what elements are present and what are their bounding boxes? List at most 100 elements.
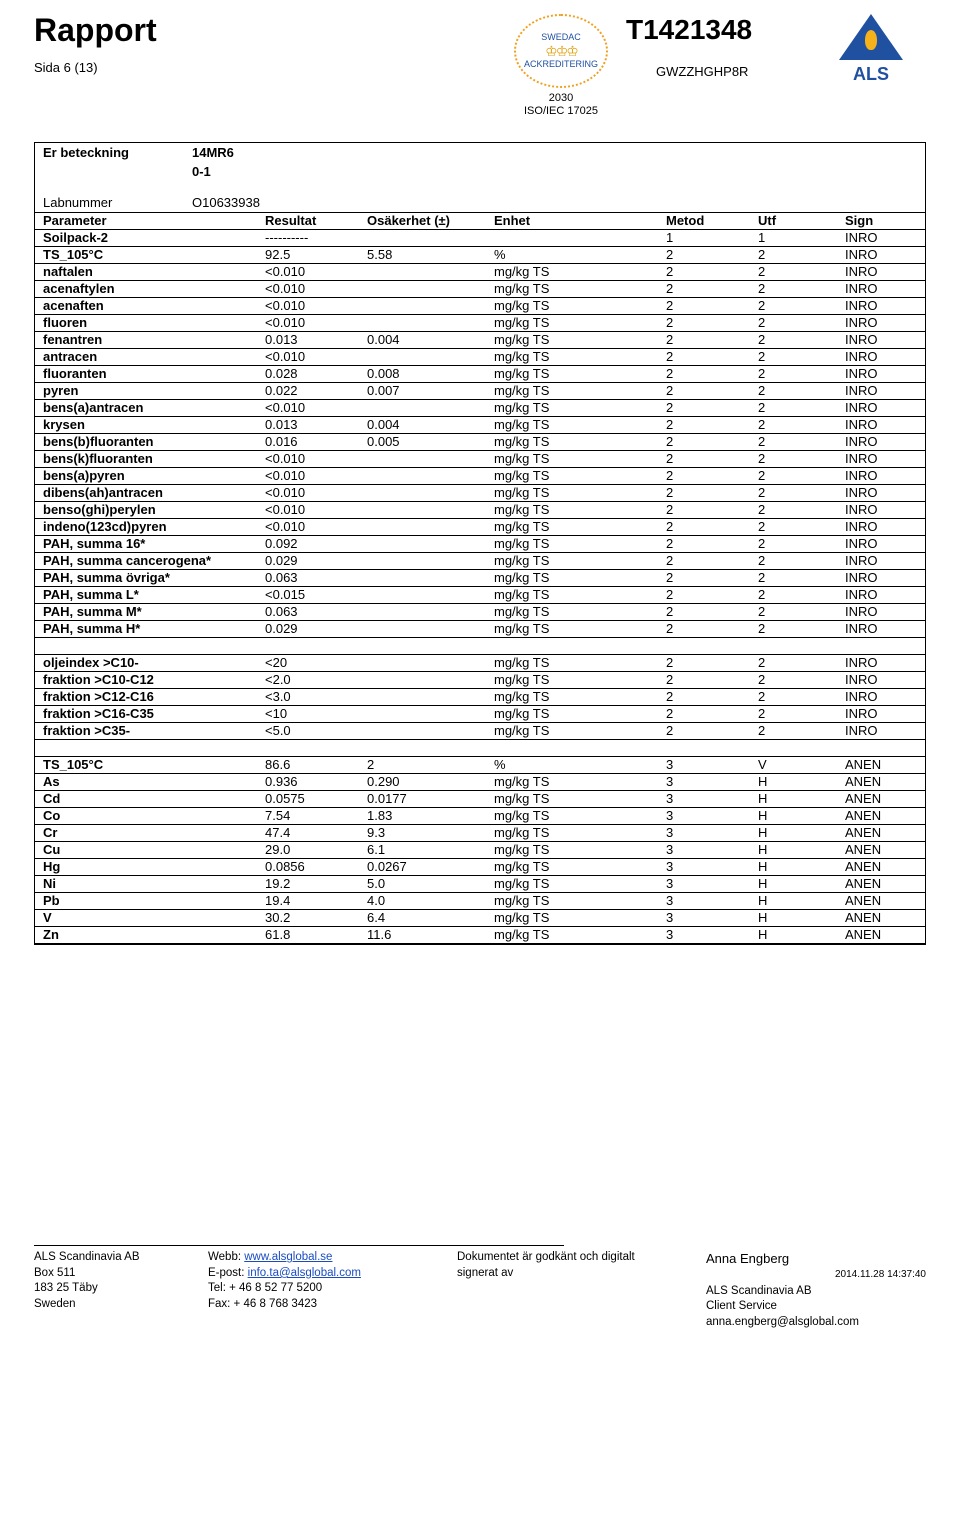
table-row: antracen<0.010mg/kg TS22INRO bbox=[35, 349, 925, 366]
table-row: oljeindex >C10-<20mg/kg TS22INRO bbox=[35, 655, 925, 672]
cell-sign: INRO bbox=[839, 298, 925, 315]
cell-parameter: TS_105°C bbox=[35, 757, 259, 774]
cell-utf: 2 bbox=[752, 689, 839, 706]
cell-unit: mg/kg TS bbox=[488, 536, 660, 553]
col-unit: Enhet bbox=[488, 213, 660, 230]
cell-unit: mg/kg TS bbox=[488, 451, 660, 468]
cell-sign: INRO bbox=[839, 349, 925, 366]
cell-parameter: Co bbox=[35, 808, 259, 825]
cell-result: <0.010 bbox=[259, 315, 361, 332]
cell-result: <0.010 bbox=[259, 468, 361, 485]
cell-result: <0.010 bbox=[259, 502, 361, 519]
table-row bbox=[35, 638, 925, 655]
cell-utf: 2 bbox=[752, 502, 839, 519]
cell-utf: 2 bbox=[752, 604, 839, 621]
cell-unit: mg/kg TS bbox=[488, 893, 660, 910]
cell-parameter: krysen bbox=[35, 417, 259, 434]
cell-utf: H bbox=[752, 791, 839, 808]
cell-parameter: fenantren bbox=[35, 332, 259, 349]
cell-result: <3.0 bbox=[259, 689, 361, 706]
cell-uncertainty bbox=[361, 281, 488, 298]
cell-sign: INRO bbox=[839, 332, 925, 349]
cell-sign: INRO bbox=[839, 281, 925, 298]
cell-sign: INRO bbox=[839, 434, 925, 451]
table-row: Co7.541.83mg/kg TS3HANEN bbox=[35, 808, 925, 825]
cell-method: 2 bbox=[660, 468, 752, 485]
cell-uncertainty bbox=[361, 315, 488, 332]
cell-unit: mg/kg TS bbox=[488, 366, 660, 383]
table-row: fraktion >C16-C35<10mg/kg TS22INRO bbox=[35, 706, 925, 723]
cell-unit: mg/kg TS bbox=[488, 417, 660, 434]
cell-sign: ANEN bbox=[839, 893, 925, 910]
cell-result: 30.2 bbox=[259, 910, 361, 927]
table-row: acenaftylen<0.010mg/kg TS22INRO bbox=[35, 281, 925, 298]
cell-parameter: Cu bbox=[35, 842, 259, 859]
table-row: Ni19.25.0mg/kg TS3HANEN bbox=[35, 876, 925, 893]
cell-sign: ANEN bbox=[839, 825, 925, 842]
report-number: T1421348 bbox=[626, 14, 816, 46]
als-logo: ALS bbox=[816, 14, 926, 99]
footer-contact: Webb: www.alsglobal.se E-post: info.ta@a… bbox=[208, 1250, 457, 1330]
cell-parameter: PAH, summa 16* bbox=[35, 536, 259, 553]
cell-uncertainty bbox=[361, 689, 488, 706]
cell-parameter: indeno(123cd)pyren bbox=[35, 519, 259, 536]
cell-sign: INRO bbox=[839, 655, 925, 672]
table-row: bens(b)fluoranten0.0160.005mg/kg TS22INR… bbox=[35, 434, 925, 451]
cell-sign: INRO bbox=[839, 587, 925, 604]
cell-result: 0.013 bbox=[259, 417, 361, 434]
cell-utf: 2 bbox=[752, 655, 839, 672]
cell-parameter: antracen bbox=[35, 349, 259, 366]
report-title: Rapport bbox=[34, 14, 496, 48]
cell-result: 61.8 bbox=[259, 927, 361, 944]
cell-parameter: Zn bbox=[35, 927, 259, 944]
cell-method: 3 bbox=[660, 808, 752, 825]
footer-address-line: Box 511 bbox=[34, 1266, 184, 1282]
table-row bbox=[35, 740, 925, 757]
footer-doc-line: signerat av bbox=[457, 1266, 682, 1282]
cell-parameter: bens(b)fluoranten bbox=[35, 434, 259, 451]
customer-ref-label: Er beteckning bbox=[35, 143, 184, 162]
customer-ref-value-1: 14MR6 bbox=[192, 145, 234, 160]
cell-utf: 2 bbox=[752, 400, 839, 417]
cell-parameter: Pb bbox=[35, 893, 259, 910]
cell-result: 92.5 bbox=[259, 247, 361, 264]
cell-sign: INRO bbox=[839, 519, 925, 536]
cell-uncertainty: 0.004 bbox=[361, 417, 488, 434]
cell-unit bbox=[488, 230, 660, 247]
cell-sign: INRO bbox=[839, 672, 925, 689]
cell-unit: mg/kg TS bbox=[488, 723, 660, 740]
cell-uncertainty bbox=[361, 502, 488, 519]
cell-uncertainty: 4.0 bbox=[361, 893, 488, 910]
table-row: bens(a)antracen<0.010mg/kg TS22INRO bbox=[35, 400, 925, 417]
cell-uncertainty: 0.008 bbox=[361, 366, 488, 383]
cell-uncertainty bbox=[361, 655, 488, 672]
labnumber-value: O10633938 bbox=[184, 193, 925, 212]
cell-uncertainty bbox=[361, 485, 488, 502]
col-utf: Utf bbox=[752, 213, 839, 230]
footer-mail-link[interactable]: info.ta@alsglobal.com bbox=[248, 1267, 361, 1279]
cell-result: <0.010 bbox=[259, 264, 361, 281]
cell-sign: INRO bbox=[839, 383, 925, 400]
table-row: bens(k)fluoranten<0.010mg/kg TS22INRO bbox=[35, 451, 925, 468]
cell-parameter: Cd bbox=[35, 791, 259, 808]
cell-uncertainty bbox=[361, 264, 488, 281]
table-row: Zn61.811.6mg/kg TS3HANEN bbox=[35, 927, 925, 944]
cell-result: <0.010 bbox=[259, 485, 361, 502]
cell-method: 2 bbox=[660, 400, 752, 417]
cell-result: 0.028 bbox=[259, 366, 361, 383]
footer-address-line: 183 25 Täby bbox=[34, 1281, 184, 1297]
cell-sign: INRO bbox=[839, 366, 925, 383]
cell-method: 3 bbox=[660, 910, 752, 927]
als-label: ALS bbox=[853, 64, 889, 85]
cell-uncertainty bbox=[361, 451, 488, 468]
col-result: Resultat bbox=[259, 213, 361, 230]
cell-method: 2 bbox=[660, 247, 752, 264]
cell-sign: ANEN bbox=[839, 859, 925, 876]
cell-uncertainty bbox=[361, 587, 488, 604]
col-parameter: Parameter bbox=[35, 213, 259, 230]
report-header: Rapport Sida 6 (13) SWEDAC ♔♔♔ ACKREDITE… bbox=[34, 14, 926, 118]
cell-sign: INRO bbox=[839, 570, 925, 587]
footer-web-link[interactable]: www.alsglobal.se bbox=[244, 1251, 332, 1263]
cell-sign: ANEN bbox=[839, 808, 925, 825]
cell-method: 2 bbox=[660, 366, 752, 383]
